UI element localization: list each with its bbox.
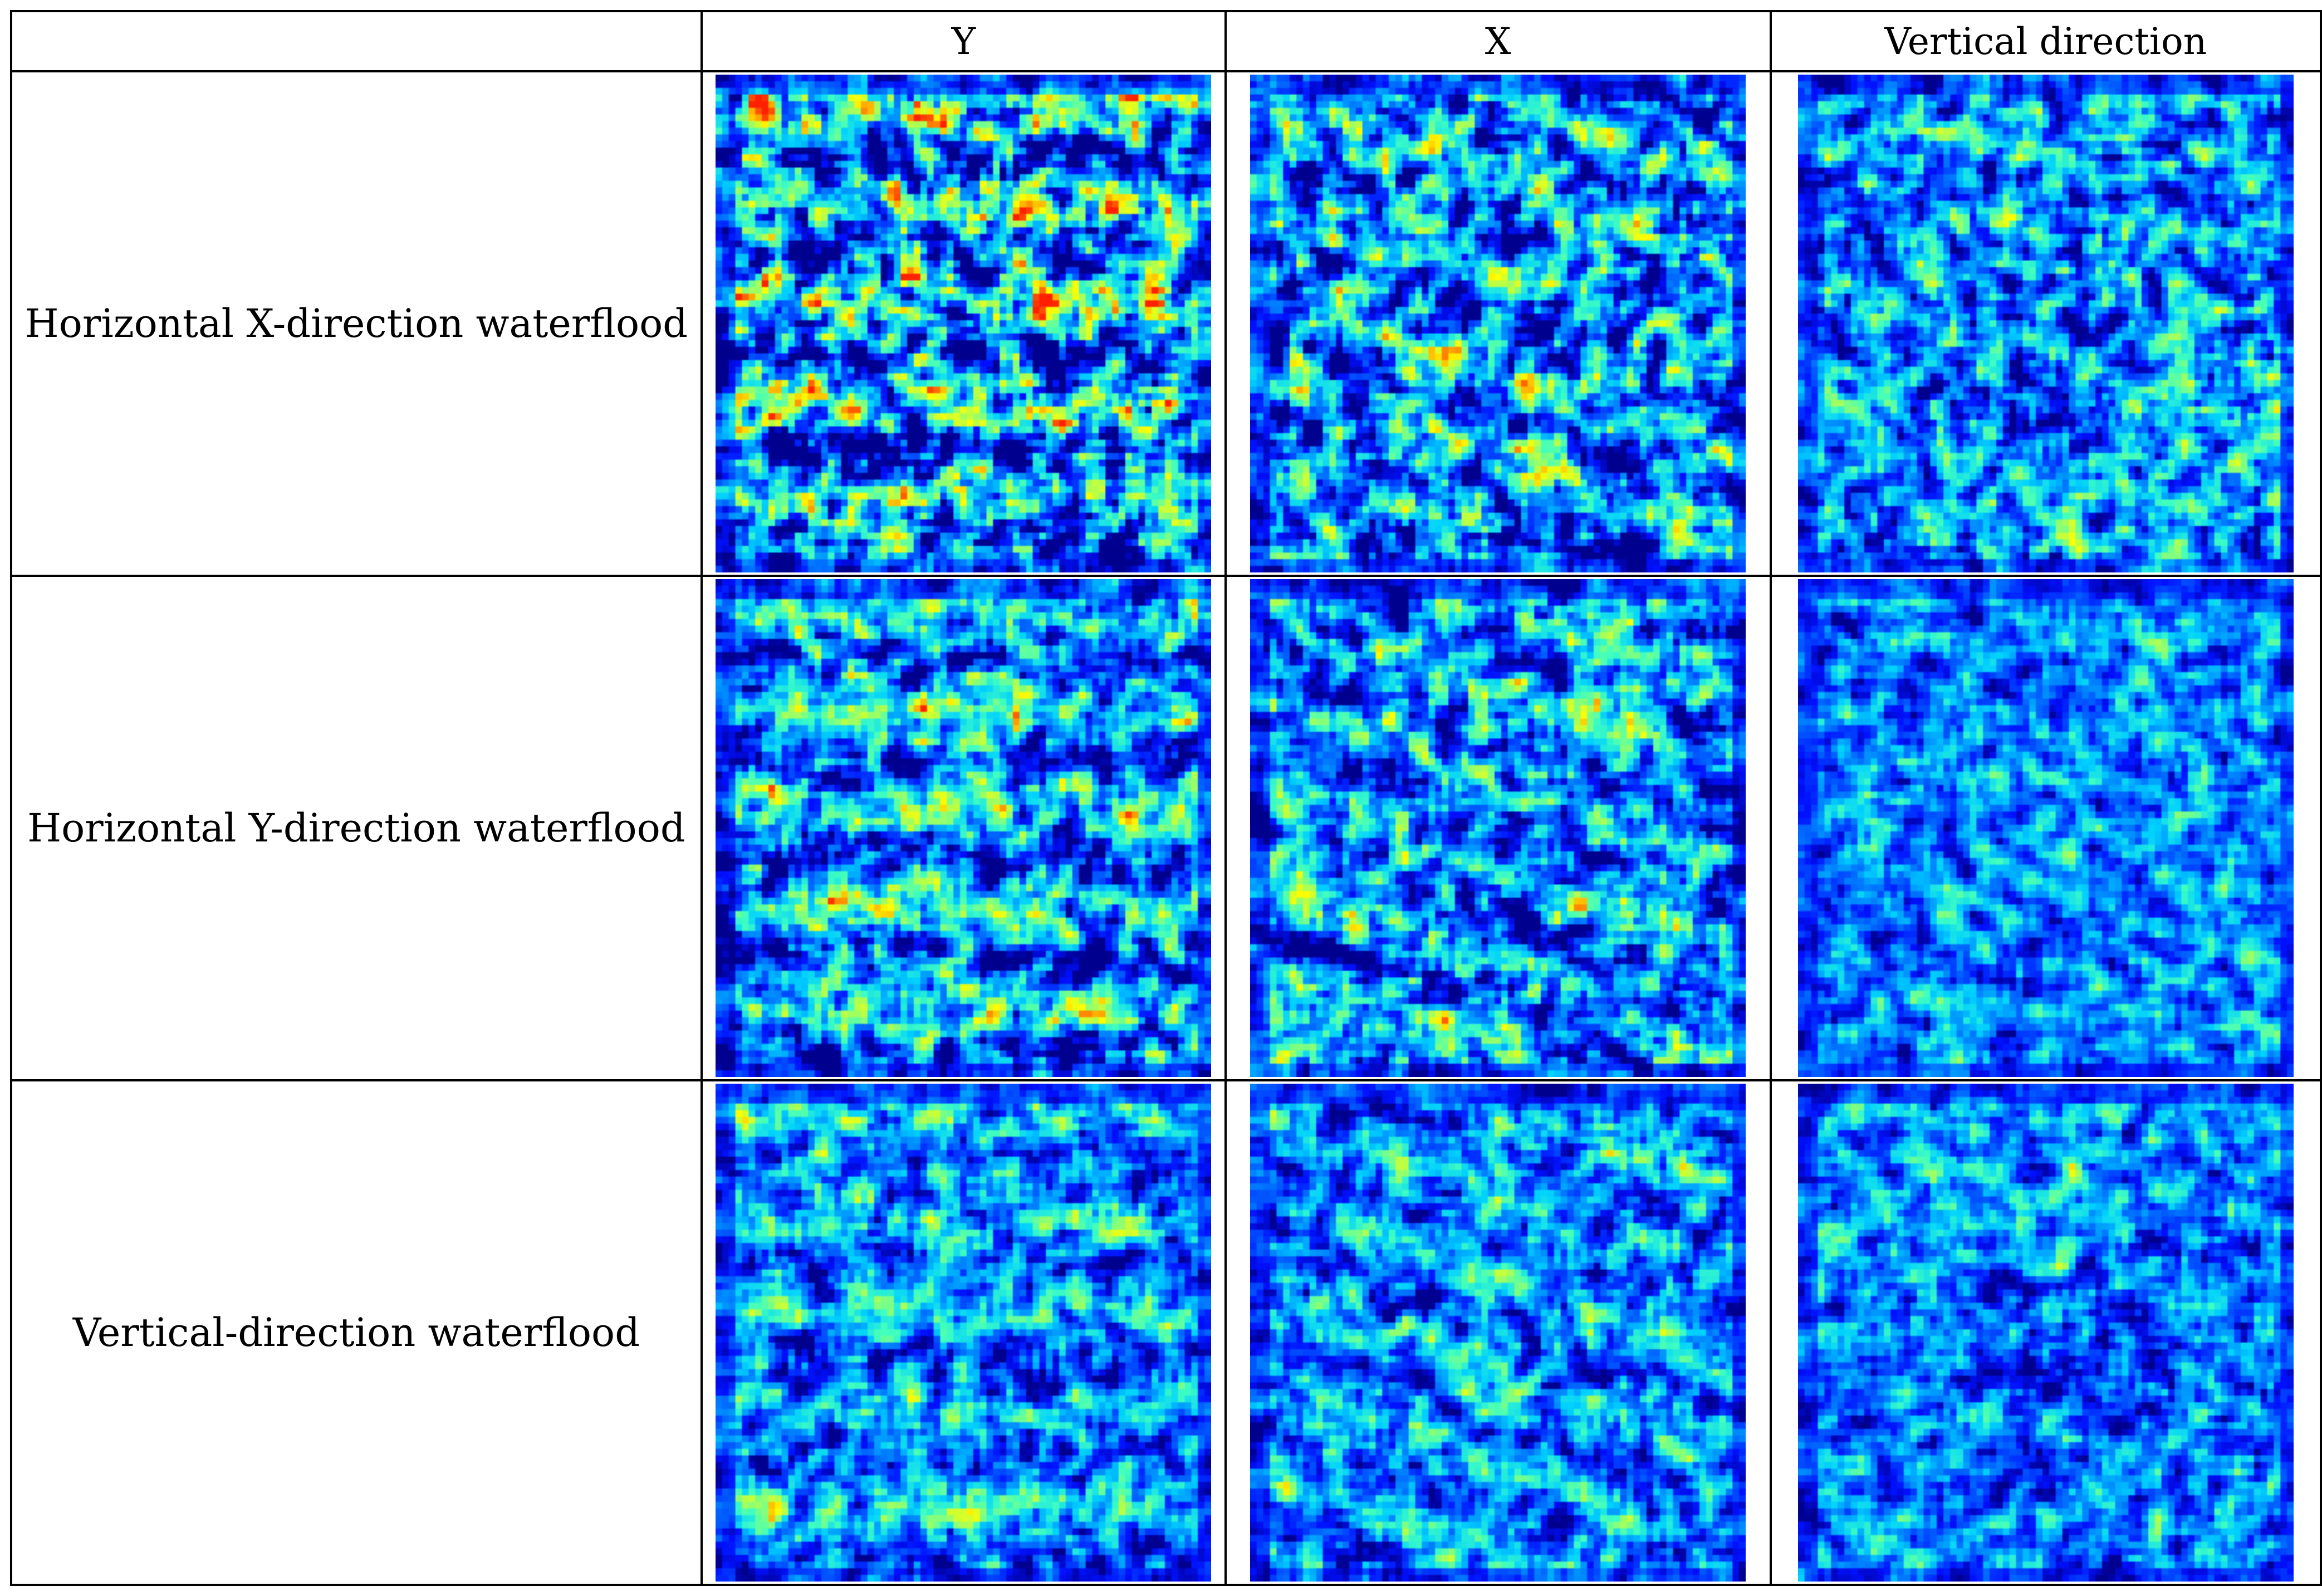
distribution-map-image — [716, 75, 1212, 572]
distribution-map-image — [716, 579, 1212, 1077]
image-cell — [1224, 575, 1772, 1081]
header-corner-cell — [10, 10, 703, 72]
column-header-x: X — [1224, 10, 1772, 72]
distribution-map-image — [716, 1084, 1212, 1582]
row-label-vertical: Vertical-direction waterflood — [10, 1079, 703, 1586]
header-row: Y X Vertical direction — [10, 10, 2322, 72]
image-cell — [1769, 70, 2322, 577]
table-row: Horizontal X-direction waterflood — [10, 70, 2322, 577]
image-cell — [700, 1079, 1227, 1586]
distribution-map-image — [1797, 1084, 2294, 1582]
image-cell — [1224, 1079, 1772, 1586]
image-cell — [1769, 1079, 2322, 1586]
table-row: Horizontal Y-direction waterflood — [10, 575, 2322, 1081]
image-cell — [700, 575, 1227, 1081]
distribution-map-image — [1250, 1084, 1746, 1582]
distribution-map-image — [1250, 579, 1746, 1077]
distribution-map-image — [1250, 75, 1746, 572]
results-table: Y X Vertical direction Horizontal X-dire… — [10, 10, 2322, 1586]
distribution-map-image — [1797, 579, 2294, 1077]
distribution-map-image — [1797, 75, 2294, 572]
table-row: Vertical-direction waterflood — [10, 1079, 2322, 1586]
image-cell — [700, 70, 1227, 577]
image-cell — [1769, 575, 2322, 1081]
image-cell — [1224, 70, 1772, 577]
row-label-horizontal-y: Horizontal Y-direction waterflood — [10, 575, 703, 1081]
column-header-vertical: Vertical direction — [1769, 10, 2322, 72]
column-header-y: Y — [700, 10, 1227, 72]
row-label-horizontal-x: Horizontal X-direction waterflood — [10, 70, 703, 577]
